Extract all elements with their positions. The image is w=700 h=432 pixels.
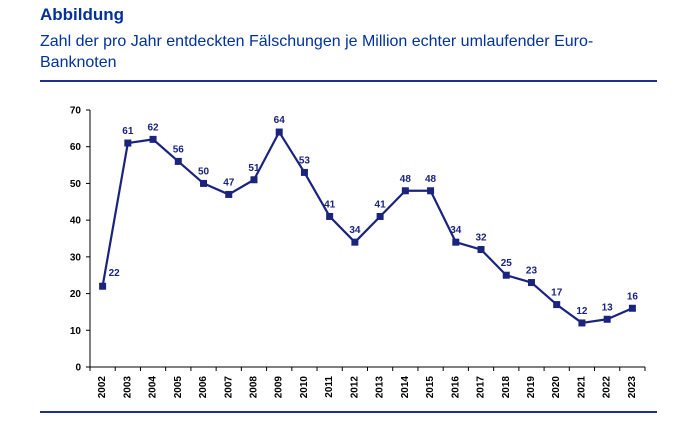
data-point bbox=[603, 315, 611, 323]
series-line bbox=[99, 128, 636, 327]
data-label: 12 bbox=[576, 306, 588, 317]
data-label: 17 bbox=[551, 288, 563, 299]
data-label: 62 bbox=[148, 122, 160, 133]
data-point bbox=[452, 238, 460, 246]
data-label: 41 bbox=[375, 199, 387, 210]
data-label: 23 bbox=[526, 266, 538, 277]
data-point bbox=[200, 179, 208, 187]
data-point bbox=[553, 301, 561, 309]
data-point bbox=[351, 238, 359, 246]
top-rule bbox=[40, 80, 657, 82]
data-point bbox=[376, 212, 384, 220]
data-point bbox=[250, 176, 258, 184]
data-point bbox=[275, 128, 283, 136]
x-tick-label: 2015 bbox=[425, 376, 436, 399]
y-tick-label: 0 bbox=[75, 363, 81, 374]
x-tick-label: 2006 bbox=[198, 376, 209, 399]
data-point bbox=[578, 319, 586, 327]
x-tick-label: 2008 bbox=[248, 376, 259, 399]
data-point bbox=[124, 139, 132, 147]
data-label: 64 bbox=[274, 115, 286, 126]
data-point bbox=[326, 212, 334, 220]
data-label: 56 bbox=[173, 144, 185, 155]
y-tick-label: 20 bbox=[70, 289, 82, 300]
x-tick-label: 2003 bbox=[122, 376, 133, 399]
data-label: 61 bbox=[122, 126, 134, 137]
data-point bbox=[99, 282, 107, 290]
y-axis: 0 10 20 30 40 50 60 70 bbox=[70, 106, 91, 374]
x-tick-label: 2011 bbox=[324, 376, 335, 398]
data-point bbox=[427, 187, 435, 195]
data-point bbox=[477, 246, 485, 254]
data-point bbox=[527, 279, 535, 287]
x-tick-label: 2016 bbox=[450, 376, 461, 399]
data-point bbox=[628, 304, 636, 312]
x-tick-label: 2009 bbox=[274, 376, 285, 399]
data-label: 48 bbox=[400, 174, 412, 185]
figure-caption: Zahl der pro Jahr entdeckten Fälschungen… bbox=[40, 33, 594, 71]
x-tick-label: 2010 bbox=[299, 376, 310, 399]
data-point bbox=[149, 135, 157, 143]
data-label: 16 bbox=[627, 291, 639, 302]
data-labels: 22 61 62 56 50 47 51 64 53 41 34 41 48 48 34 32 25 23 17 12… bbox=[109, 115, 639, 317]
x-tick-label: 2012 bbox=[349, 376, 360, 399]
data-label: 50 bbox=[198, 166, 210, 177]
data-label: 48 bbox=[425, 174, 437, 185]
x-tick-label: 2019 bbox=[526, 376, 537, 399]
data-point bbox=[502, 271, 510, 279]
x-tick-label: 2004 bbox=[148, 376, 159, 399]
data-point bbox=[174, 157, 182, 165]
y-tick-label: 10 bbox=[70, 326, 82, 337]
data-point bbox=[225, 190, 233, 198]
data-point bbox=[300, 168, 308, 176]
data-label: 22 bbox=[109, 268, 121, 279]
x-tick-label: 2018 bbox=[501, 376, 512, 399]
x-tick-label: 2017 bbox=[476, 376, 487, 399]
data-point bbox=[401, 187, 409, 195]
y-tick-label: 70 bbox=[70, 106, 82, 117]
data-label: 13 bbox=[602, 302, 614, 313]
x-tick-label: 2020 bbox=[551, 376, 562, 399]
data-label: 47 bbox=[223, 177, 235, 188]
x-axis: 2002 2003 2004 2005 2006 2007 2008 2009 2010 2011… bbox=[89, 366, 646, 399]
bottom-rule bbox=[40, 411, 657, 413]
x-tick-label: 2002 bbox=[97, 376, 108, 399]
x-tick-label: 2022 bbox=[602, 376, 613, 399]
data-label: 34 bbox=[349, 225, 361, 236]
y-tick-label: 40 bbox=[70, 216, 82, 227]
x-tick-label: 2013 bbox=[375, 376, 386, 399]
figure-label: Abbildung bbox=[40, 5, 125, 24]
data-label: 53 bbox=[299, 155, 311, 166]
data-label: 25 bbox=[501, 258, 513, 269]
series-polyline bbox=[101, 130, 633, 325]
x-tick-label: 2014 bbox=[400, 376, 411, 399]
y-tick-label: 50 bbox=[70, 179, 82, 190]
x-tick-label: 2005 bbox=[173, 376, 184, 399]
data-label: 51 bbox=[248, 163, 260, 174]
data-label: 34 bbox=[450, 225, 462, 236]
y-tick-label: 60 bbox=[70, 142, 82, 153]
x-tick-label: 2007 bbox=[223, 376, 234, 399]
data-label: 41 bbox=[324, 199, 336, 210]
y-tick-label: 30 bbox=[70, 252, 82, 263]
x-tick-label: 2021 bbox=[576, 376, 587, 399]
data-label: 32 bbox=[475, 233, 487, 244]
x-tick-label: 2023 bbox=[627, 376, 638, 399]
